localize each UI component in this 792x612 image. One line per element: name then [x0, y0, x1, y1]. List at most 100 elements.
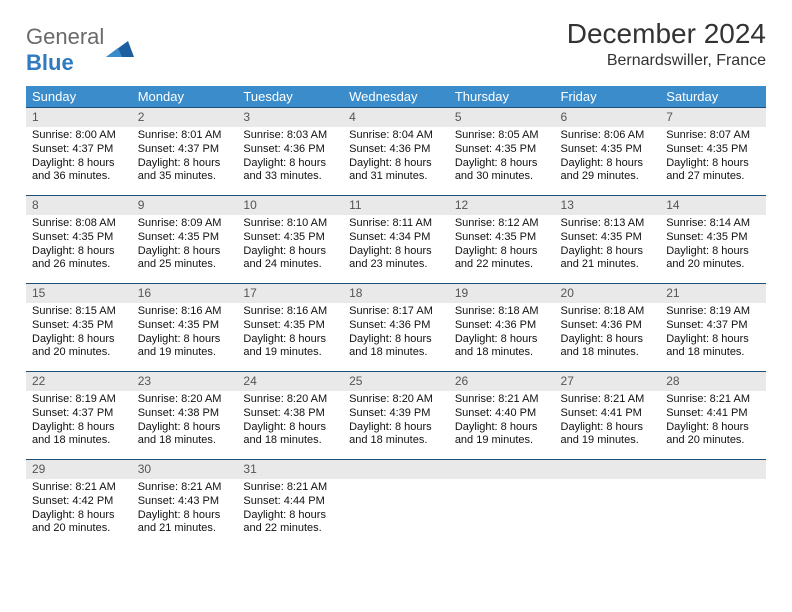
daylight-line-1: Daylight: 8 hours — [138, 157, 232, 171]
day-number: 23 — [132, 371, 238, 391]
daylight-line-1: Daylight: 8 hours — [32, 509, 126, 523]
day-number: 12 — [449, 195, 555, 215]
day-number: 21 — [660, 283, 766, 303]
sunset-line: Sunset: 4:37 PM — [666, 319, 760, 333]
day-body: Sunrise: 8:18 AMSunset: 4:36 PMDaylight:… — [449, 303, 555, 364]
daylight-line-2: and 33 minutes. — [243, 170, 337, 184]
daylight-line-2: and 18 minutes. — [32, 434, 126, 448]
location: Bernardswiller, France — [567, 52, 766, 70]
day-number: 2 — [132, 107, 238, 127]
day-body: Sunrise: 8:06 AMSunset: 4:35 PMDaylight:… — [555, 127, 661, 188]
sunset-line: Sunset: 4:35 PM — [666, 143, 760, 157]
daylight-line-2: and 21 minutes. — [138, 522, 232, 536]
daylight-line-1: Daylight: 8 hours — [455, 157, 549, 171]
calendar-day-cell: 14Sunrise: 8:14 AMSunset: 4:35 PMDayligh… — [660, 195, 766, 283]
day-number: 14 — [660, 195, 766, 215]
calendar-day-cell: 19Sunrise: 8:18 AMSunset: 4:36 PMDayligh… — [449, 283, 555, 371]
calendar-day-cell: 10Sunrise: 8:10 AMSunset: 4:35 PMDayligh… — [237, 195, 343, 283]
sunset-line: Sunset: 4:35 PM — [243, 231, 337, 245]
daylight-line-2: and 21 minutes. — [561, 258, 655, 272]
sunset-line: Sunset: 4:37 PM — [138, 143, 232, 157]
daylight-line-1: Daylight: 8 hours — [243, 421, 337, 435]
day-number: 30 — [132, 459, 238, 479]
day-number: 27 — [555, 371, 661, 391]
daylight-line-1: Daylight: 8 hours — [243, 157, 337, 171]
daylight-line-1: Daylight: 8 hours — [455, 245, 549, 259]
calendar-table: Sunday Monday Tuesday Wednesday Thursday… — [26, 86, 766, 547]
daylight-line-2: and 30 minutes. — [455, 170, 549, 184]
daylight-line-2: and 20 minutes. — [32, 522, 126, 536]
day-number: 13 — [555, 195, 661, 215]
sunset-line: Sunset: 4:36 PM — [561, 319, 655, 333]
logo-text-general: General — [26, 24, 104, 49]
day-number: 7 — [660, 107, 766, 127]
daylight-line-2: and 22 minutes. — [243, 522, 337, 536]
sunrise-line: Sunrise: 8:21 AM — [561, 393, 655, 407]
day-number-empty — [343, 459, 449, 479]
day-body: Sunrise: 8:04 AMSunset: 4:36 PMDaylight:… — [343, 127, 449, 188]
day-body: Sunrise: 8:01 AMSunset: 4:37 PMDaylight:… — [132, 127, 238, 188]
month-title: December 2024 — [567, 18, 766, 50]
day-number: 10 — [237, 195, 343, 215]
calendar-day-cell: 30Sunrise: 8:21 AMSunset: 4:43 PMDayligh… — [132, 459, 238, 547]
sunrise-line: Sunrise: 8:12 AM — [455, 217, 549, 231]
calendar-day-cell — [660, 459, 766, 547]
sunrise-line: Sunrise: 8:20 AM — [349, 393, 443, 407]
calendar-day-cell: 21Sunrise: 8:19 AMSunset: 4:37 PMDayligh… — [660, 283, 766, 371]
day-body: Sunrise: 8:21 AMSunset: 4:42 PMDaylight:… — [26, 479, 132, 540]
day-number: 24 — [237, 371, 343, 391]
sunrise-line: Sunrise: 8:01 AM — [138, 129, 232, 143]
day-number: 26 — [449, 371, 555, 391]
weekday-header: Sunday — [26, 86, 132, 107]
day-body: Sunrise: 8:20 AMSunset: 4:39 PMDaylight:… — [343, 391, 449, 452]
calendar-week-row: 29Sunrise: 8:21 AMSunset: 4:42 PMDayligh… — [26, 459, 766, 547]
calendar-day-cell — [343, 459, 449, 547]
sunrise-line: Sunrise: 8:15 AM — [32, 305, 126, 319]
daylight-line-1: Daylight: 8 hours — [32, 157, 126, 171]
calendar-week-row: 15Sunrise: 8:15 AMSunset: 4:35 PMDayligh… — [26, 283, 766, 371]
sunset-line: Sunset: 4:40 PM — [455, 407, 549, 421]
sunset-line: Sunset: 4:36 PM — [455, 319, 549, 333]
day-number: 19 — [449, 283, 555, 303]
calendar-day-cell: 31Sunrise: 8:21 AMSunset: 4:44 PMDayligh… — [237, 459, 343, 547]
sunrise-line: Sunrise: 8:21 AM — [243, 481, 337, 495]
header: General Blue December 2024 Bernardswille… — [26, 18, 766, 76]
sunrise-line: Sunrise: 8:03 AM — [243, 129, 337, 143]
sunset-line: Sunset: 4:35 PM — [243, 319, 337, 333]
daylight-line-2: and 29 minutes. — [561, 170, 655, 184]
daylight-line-2: and 22 minutes. — [455, 258, 549, 272]
sunset-line: Sunset: 4:35 PM — [32, 231, 126, 245]
calendar-day-cell: 7Sunrise: 8:07 AMSunset: 4:35 PMDaylight… — [660, 107, 766, 195]
daylight-line-1: Daylight: 8 hours — [349, 157, 443, 171]
daylight-line-1: Daylight: 8 hours — [561, 421, 655, 435]
sunrise-line: Sunrise: 8:21 AM — [455, 393, 549, 407]
sunrise-line: Sunrise: 8:18 AM — [455, 305, 549, 319]
sunset-line: Sunset: 4:42 PM — [32, 495, 126, 509]
daylight-line-1: Daylight: 8 hours — [138, 421, 232, 435]
calendar-day-cell: 8Sunrise: 8:08 AMSunset: 4:35 PMDaylight… — [26, 195, 132, 283]
sunrise-line: Sunrise: 8:05 AM — [455, 129, 549, 143]
day-number: 8 — [26, 195, 132, 215]
day-body: Sunrise: 8:16 AMSunset: 4:35 PMDaylight:… — [237, 303, 343, 364]
sunrise-line: Sunrise: 8:21 AM — [666, 393, 760, 407]
sunrise-line: Sunrise: 8:16 AM — [138, 305, 232, 319]
sunset-line: Sunset: 4:37 PM — [32, 143, 126, 157]
daylight-line-2: and 23 minutes. — [349, 258, 443, 272]
daylight-line-2: and 31 minutes. — [349, 170, 443, 184]
daylight-line-1: Daylight: 8 hours — [666, 245, 760, 259]
calendar-day-cell: 12Sunrise: 8:12 AMSunset: 4:35 PMDayligh… — [449, 195, 555, 283]
daylight-line-1: Daylight: 8 hours — [138, 509, 232, 523]
sunrise-line: Sunrise: 8:21 AM — [138, 481, 232, 495]
daylight-line-1: Daylight: 8 hours — [243, 333, 337, 347]
day-body: Sunrise: 8:17 AMSunset: 4:36 PMDaylight:… — [343, 303, 449, 364]
day-number: 28 — [660, 371, 766, 391]
day-body: Sunrise: 8:12 AMSunset: 4:35 PMDaylight:… — [449, 215, 555, 276]
day-body: Sunrise: 8:20 AMSunset: 4:38 PMDaylight:… — [132, 391, 238, 452]
daylight-line-2: and 27 minutes. — [666, 170, 760, 184]
weekday-header: Saturday — [660, 86, 766, 107]
day-number: 17 — [237, 283, 343, 303]
calendar-day-cell: 13Sunrise: 8:13 AMSunset: 4:35 PMDayligh… — [555, 195, 661, 283]
day-number: 16 — [132, 283, 238, 303]
logo-triangle-icon — [106, 37, 136, 64]
day-number: 18 — [343, 283, 449, 303]
